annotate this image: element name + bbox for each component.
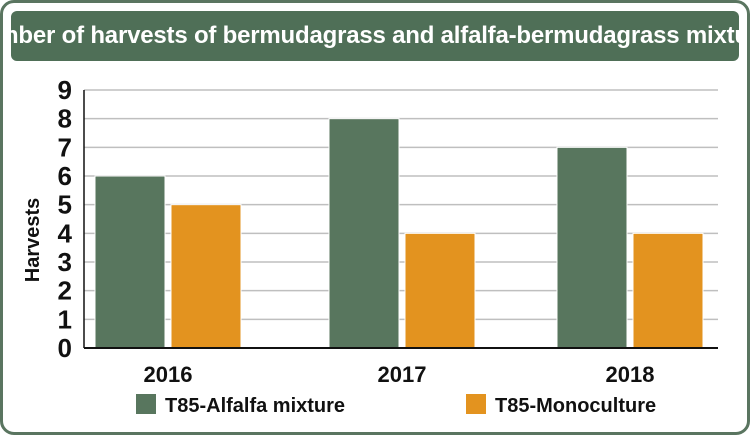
y-tick-label: 8 xyxy=(58,104,72,134)
chart-title: Number of harvests of bermudagrass and a… xyxy=(0,22,750,49)
bar xyxy=(170,204,242,349)
legend: T85-Alfalfa mixture T85-Monoculture xyxy=(136,394,656,417)
axes xyxy=(83,90,718,349)
y-tick-label: 2 xyxy=(58,276,72,306)
legend-label: T85-Monoculture xyxy=(495,395,656,417)
y-tick-label: 0 xyxy=(58,333,72,363)
legend-swatch xyxy=(466,394,486,414)
y-tick-label: 3 xyxy=(58,247,72,277)
bar xyxy=(404,232,476,349)
y-tick-label: 9 xyxy=(58,75,72,105)
legend-label: T85-Alfalfa mixture xyxy=(165,395,345,417)
x-tick-label: 2017 xyxy=(378,362,427,387)
y-axis-label: Harvests xyxy=(22,198,44,283)
bar xyxy=(632,232,704,349)
bars xyxy=(94,118,704,349)
title-bar: Number of harvests of bermudagrass and a… xyxy=(3,11,747,61)
legend-swatch xyxy=(136,394,156,414)
y-tick-label: 1 xyxy=(58,304,72,334)
x-tick-label: 2018 xyxy=(606,362,655,387)
y-tick-label: 7 xyxy=(58,132,72,162)
y-tick-label: 4 xyxy=(58,218,73,248)
bar xyxy=(556,146,628,349)
bar xyxy=(328,118,400,349)
bar xyxy=(94,175,166,349)
y-tick-label: 6 xyxy=(58,161,72,191)
x-tick-labels: 2016 2017 2018 xyxy=(144,362,655,387)
x-tick-label: 2016 xyxy=(144,362,193,387)
y-tick-label: 5 xyxy=(58,190,72,220)
